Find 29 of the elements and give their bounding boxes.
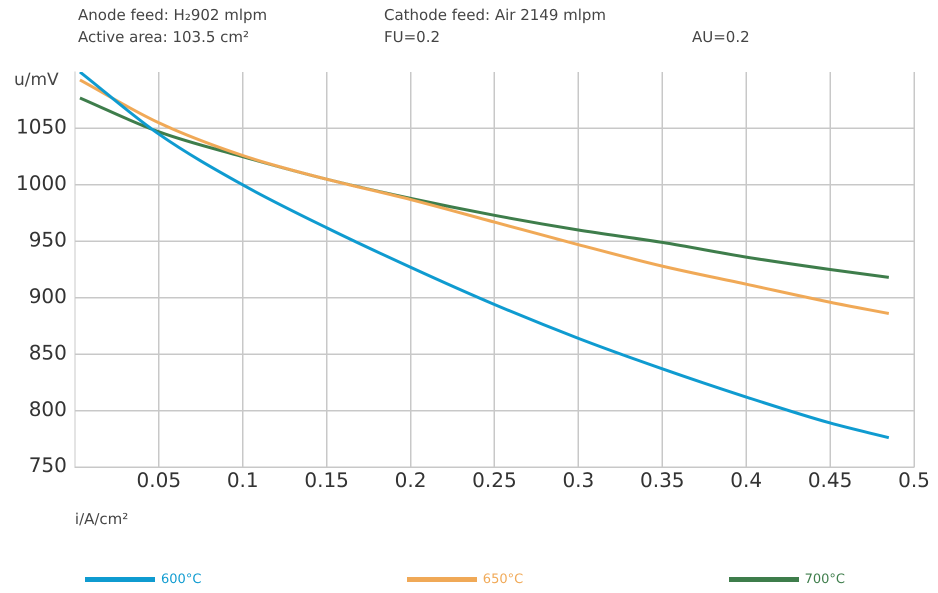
text: AU=0.2 — [692, 28, 750, 46]
x-tick-label: 0.45 — [808, 468, 852, 492]
text: Active area: 103.5 cm² — [78, 28, 250, 46]
x-tick-label: 0.15 — [304, 468, 349, 492]
x-tick-label: 0.35 — [640, 468, 685, 492]
x-tick-label: 0.25 — [472, 468, 517, 492]
text: Anode feed: H₂902 mlpm — [78, 6, 268, 24]
line-series — [78, 72, 890, 440]
y-axis-title: u/mV — [14, 70, 59, 90]
x-tick-label: 0.05 — [136, 468, 182, 492]
text: 650°C — [482, 572, 524, 587]
x-tick-label: 0.5 — [898, 468, 930, 492]
x-tick-label: 0.3 — [562, 468, 594, 492]
y-tick-label: 750 — [28, 453, 67, 478]
x-tick-label: 0.1 — [226, 468, 259, 492]
x-axis-title: i/A/cm² — [74, 510, 128, 528]
text: FU=0.2 — [384, 28, 440, 46]
y-tick-label: 950 — [28, 227, 67, 252]
text: Cathode feed: Air 2149 mlpm — [384, 6, 606, 24]
y-tick-label: 900 — [28, 284, 67, 308]
x-tick-label: 0.4 — [730, 468, 762, 492]
y-tick-label: 800 — [28, 396, 67, 421]
text: 700°C — [804, 572, 845, 587]
y-tick-label: 1000 — [16, 171, 67, 196]
y-tick-label: 1050 — [16, 114, 67, 139]
line-series — [78, 78, 890, 316]
y-tick-label: 850 — [28, 340, 67, 364]
x-tick-label: 0.2 — [394, 468, 426, 492]
text: 600°C — [161, 572, 202, 587]
